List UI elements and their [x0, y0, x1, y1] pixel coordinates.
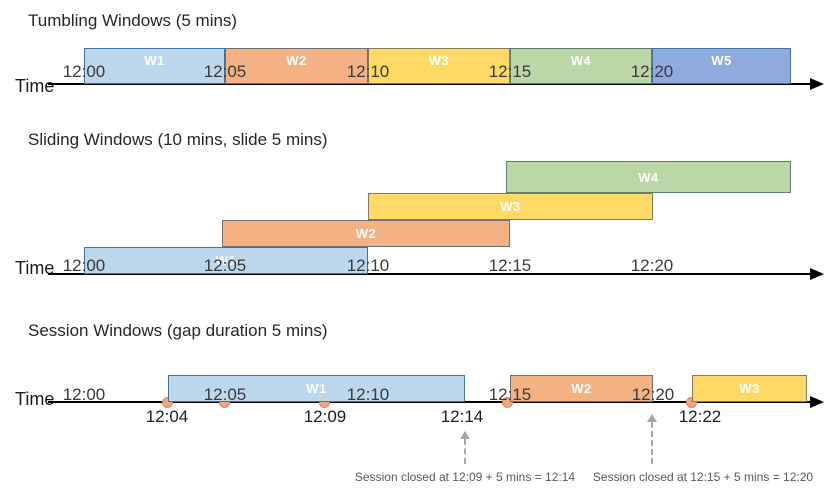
session-tick-1220: 12:20 [631, 385, 675, 404]
event-dot [162, 397, 173, 408]
timeline-arrowhead-icon [810, 268, 824, 280]
tumbling-window-w5: W5 [652, 48, 791, 84]
up-arrow-stem [464, 439, 466, 464]
sliding-title: Sliding Windows (10 mins, slide 5 mins) [28, 130, 328, 149]
tumbling-axis-label: Time [15, 76, 55, 96]
sliding-tick-1200: 12:00 [62, 256, 106, 275]
session-event-label-1222: 12:22 [678, 407, 722, 426]
tumbling-window-w2: W2 [225, 48, 368, 84]
session-window-w2: W2 [510, 375, 653, 402]
window-label: W3 [500, 199, 521, 214]
timeline-arrowhead-icon [810, 396, 824, 408]
sliding-tick-1210: 12:10 [346, 256, 390, 275]
session-tick-1215: 12:15 [488, 385, 532, 404]
window-label: W1 [215, 253, 237, 268]
session-event-label-1209: 12:09 [303, 407, 347, 426]
session-close-annotation-1: Session closed at 12:09 + 5 mins = 12:14 [354, 470, 576, 484]
session-axis-label: Time [15, 389, 55, 409]
sliding-window-w3: W3 [368, 193, 653, 220]
window-label: W4 [638, 169, 659, 185]
sliding-tick-1220: 12:20 [630, 256, 674, 275]
window-label: W2 [571, 381, 592, 396]
event-dot [502, 397, 513, 408]
sliding-tick-1215: 12:15 [488, 256, 532, 275]
window-label: W3 [739, 381, 760, 396]
window-label: W1 [306, 381, 327, 396]
sliding-axis-label: Time [15, 258, 55, 278]
timeline-arrowhead-icon [810, 78, 824, 90]
sliding-window-w2: W2 [222, 220, 510, 247]
tumbling-timeline [48, 83, 810, 85]
event-dot [686, 397, 697, 408]
session-window-w1: W1 [168, 375, 465, 402]
tumbling-tick-1220: 12:20 [630, 62, 674, 81]
tumbling-title: Tumbling Windows (5 mins) [28, 11, 238, 30]
tumbling-tick-1205: 12:05 [203, 62, 247, 81]
tumbling-window-w1: W1 [84, 48, 225, 84]
window-label: W4 [570, 53, 592, 68]
session-timeline [48, 401, 810, 403]
session-event-label-1204: 12:04 [145, 407, 189, 426]
up-arrow-icon [460, 431, 470, 439]
sliding-tick-1205: 12:05 [203, 256, 247, 275]
session-close-label-1214: 12:14 [440, 407, 484, 426]
session-close-annotation-2: Session closed at 12:15 + 5 mins = 12:20 [592, 470, 814, 484]
sliding-window-w4: W4 [506, 161, 791, 193]
sliding-timeline [48, 273, 810, 275]
tumbling-tick-1210: 12:10 [346, 62, 390, 81]
tumbling-tick-1200: 12:00 [62, 62, 106, 81]
sliding-window-w1: W1 [84, 247, 368, 274]
window-label: W1 [144, 53, 165, 68]
window-label: W2 [355, 226, 377, 241]
up-arrow-icon [647, 414, 657, 422]
up-arrow-stem [651, 422, 653, 464]
session-title: Session Windows (gap duration 5 mins) [28, 321, 328, 340]
session-tick-1210: 12:10 [346, 385, 390, 404]
window-label: W2 [286, 53, 307, 68]
session-tick-1205: 12:05 [203, 385, 247, 404]
tumbling-window-w4: W4 [510, 48, 652, 84]
session-window-w3: W3 [692, 375, 807, 402]
window-label: W3 [428, 53, 450, 68]
tumbling-window-w3: W3 [368, 48, 510, 84]
tumbling-tick-1215: 12:15 [488, 62, 532, 81]
session-tick-1200: 12:00 [62, 385, 106, 404]
window-label: W5 [711, 53, 732, 68]
